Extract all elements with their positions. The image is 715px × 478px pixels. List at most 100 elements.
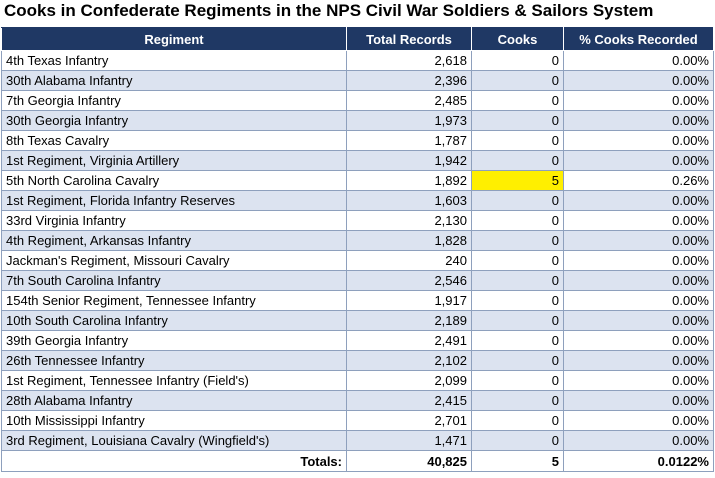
pct-cooks-cell: 0.00% (563, 290, 714, 311)
table-row: 1st Regiment, Virginia Artillery 1,942 0 0.… (1, 150, 714, 171)
pct-cooks-cell: 0.00% (563, 210, 714, 231)
cooks-cell: 0 (471, 410, 564, 431)
total-records-cell: 1,917 (346, 290, 472, 311)
pct-cooks-cell: 0.00% (563, 230, 714, 251)
pct-cooks-cell: 0.00% (563, 150, 714, 171)
cooks-cell: 0 (471, 110, 564, 131)
column-header-pct-cooks: % Cooks Recorded (563, 27, 714, 51)
pct-cooks-cell: 0.00% (563, 390, 714, 411)
cooks-cell: 0 (471, 430, 564, 451)
column-header-cooks: Cooks (471, 27, 564, 51)
table-row: 39th Georgia Infantry 2,491 0 0.00% (1, 330, 714, 351)
table-row: 30th Georgia Infantry 1,973 0 0.00% (1, 110, 714, 131)
totals-label: Totals: (1, 450, 347, 472)
table-row: 10th South Carolina Infantry 2,189 0 0.00% (1, 310, 714, 331)
cooks-cell: 0 (471, 130, 564, 151)
total-records-cell: 240 (346, 250, 472, 271)
cooks-cell: 0 (471, 310, 564, 331)
regiment-cell: 8th Texas Cavalry (1, 130, 347, 151)
table-row: 1st Regiment, Florida Infantry Reserves 1… (1, 190, 714, 211)
pct-cooks-cell: 0.00% (563, 250, 714, 271)
page-title: Cooks in Confederate Regiments in the NP… (4, 1, 654, 20)
cooks-cell: 0 (471, 150, 564, 171)
table-row: 1st Regiment, Tennessee Infantry (Field'… (1, 370, 714, 391)
table-row: 26th Tennessee Infantry 2,102 0 0.00% (1, 350, 714, 371)
total-records-cell: 2,102 (346, 350, 472, 371)
total-records-cell: 1,942 (346, 150, 472, 171)
total-records-cell: 2,415 (346, 390, 472, 411)
pct-cooks-cell: 0.00% (563, 70, 714, 91)
table-row: 8th Texas Cavalry 1,787 0 0.00% (1, 130, 714, 151)
table-row: 33rd Virginia Infantry 2,130 0 0.00% (1, 210, 714, 231)
regiment-cell: 1st Regiment, Virginia Artillery (1, 150, 347, 171)
totals-total-records: 40,825 (346, 450, 472, 472)
cooks-cell: 0 (471, 190, 564, 211)
regiment-cell: 1st Regiment, Tennessee Infantry (Field'… (1, 370, 347, 391)
cooks-table: Regiment Total Records Cooks % Cooks Rec… (1, 27, 714, 472)
cooks-cell: 0 (471, 70, 564, 91)
total-records-cell: 1,603 (346, 190, 472, 211)
regiment-cell: 39th Georgia Infantry (1, 330, 347, 351)
total-records-cell: 2,099 (346, 370, 472, 391)
pct-cooks-cell: 0.00% (563, 90, 714, 111)
column-header-total-records: Total Records (346, 27, 472, 51)
cooks-cell: 0 (471, 50, 564, 71)
cooks-cell: 0 (471, 250, 564, 271)
cooks-cell: 0 (471, 230, 564, 251)
table-row: 7th Georgia Infantry 2,485 0 0.00% (1, 90, 714, 111)
pct-cooks-cell: 0.00% (563, 50, 714, 71)
cooks-cell: 0 (471, 370, 564, 391)
totals-row: Totals: 40,825 5 0.0122% (1, 450, 714, 472)
cooks-cell: 5 (471, 170, 564, 191)
table-row: 28th Alabama Infantry 2,415 0 0.00% (1, 390, 714, 411)
regiment-cell: 1st Regiment, Florida Infantry Reserves (1, 190, 347, 211)
pct-cooks-cell: 0.00% (563, 310, 714, 331)
regiment-cell: 4th Texas Infantry (1, 50, 347, 71)
table-row: Jackman's Regiment, Missouri Cavalry 240 0… (1, 250, 714, 271)
cooks-cell: 0 (471, 290, 564, 311)
total-records-cell: 1,892 (346, 170, 472, 191)
total-records-cell: 2,546 (346, 270, 472, 291)
total-records-cell: 2,701 (346, 410, 472, 431)
pct-cooks-cell: 0.00% (563, 430, 714, 451)
regiment-cell: 7th South Carolina Infantry (1, 270, 347, 291)
table-row: 154th Senior Regiment, Tennessee Infantr… (1, 290, 714, 311)
totals-cooks: 5 (471, 450, 564, 472)
regiment-cell: 154th Senior Regiment, Tennessee Infantr… (1, 290, 347, 311)
total-records-cell: 2,396 (346, 70, 472, 91)
total-records-cell: 2,618 (346, 50, 472, 71)
cooks-cell: 0 (471, 90, 564, 111)
total-records-cell: 2,130 (346, 210, 472, 231)
totals-pct-cooks: 0.0122% (563, 450, 714, 472)
cooks-cell: 0 (471, 210, 564, 231)
table-body: 4th Texas Infantry 2,618 0 0.00% 30th Alabam… (1, 50, 714, 451)
cooks-cell: 0 (471, 270, 564, 291)
header-row: Regiment Total Records Cooks % Cooks Rec… (1, 27, 714, 51)
regiment-cell: 30th Georgia Infantry (1, 110, 347, 131)
total-records-cell: 1,787 (346, 130, 472, 151)
regiment-cell: 30th Alabama Infantry (1, 70, 347, 91)
total-records-cell: 1,973 (346, 110, 472, 131)
regiment-cell: 3rd Regiment, Louisiana Cavalry (Wingfie… (1, 430, 347, 451)
table-row: 4th Texas Infantry 2,618 0 0.00% (1, 50, 714, 71)
regiment-cell: 33rd Virginia Infantry (1, 210, 347, 231)
cooks-cell: 0 (471, 330, 564, 351)
total-records-cell: 2,485 (346, 90, 472, 111)
table-row: 30th Alabama Infantry 2,396 0 0.00% (1, 70, 714, 91)
pct-cooks-cell: 0.00% (563, 330, 714, 351)
pct-cooks-cell: 0.00% (563, 130, 714, 151)
regiment-cell: 28th Alabama Infantry (1, 390, 347, 411)
total-records-cell: 2,491 (346, 330, 472, 351)
total-records-cell: 1,471 (346, 430, 472, 451)
cooks-cell: 0 (471, 350, 564, 371)
table-row: 10th Mississippi Infantry 2,701 0 0.00% (1, 410, 714, 431)
pct-cooks-cell: 0.26% (563, 170, 714, 191)
column-header-regiment: Regiment (1, 27, 347, 51)
pct-cooks-cell: 0.00% (563, 350, 714, 371)
regiment-cell: 7th Georgia Infantry (1, 90, 347, 111)
regiment-cell: 26th Tennessee Infantry (1, 350, 347, 371)
pct-cooks-cell: 0.00% (563, 410, 714, 431)
regiment-cell: 10th Mississippi Infantry (1, 410, 347, 431)
cooks-cell: 0 (471, 390, 564, 411)
regiment-cell: Jackman's Regiment, Missouri Cavalry (1, 250, 347, 271)
